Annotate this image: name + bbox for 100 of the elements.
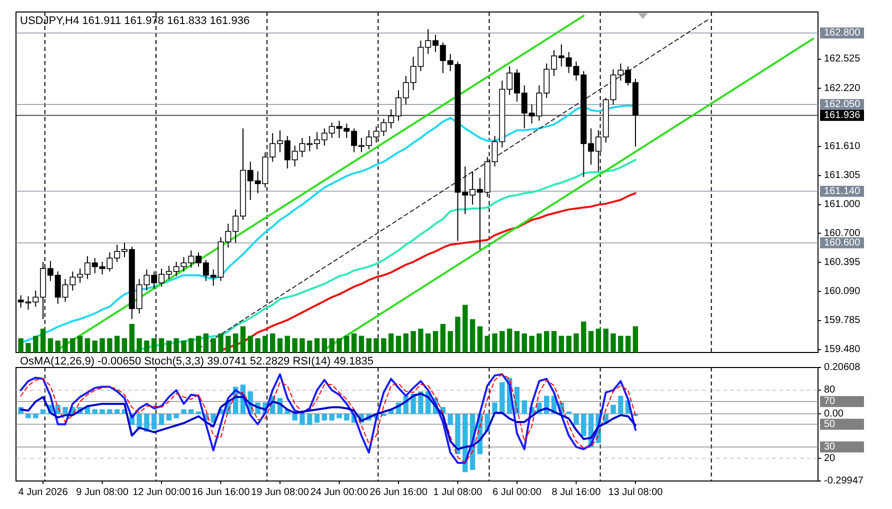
bar <box>336 338 342 352</box>
y-tick-label: 162.220 <box>824 82 861 94</box>
bar <box>77 336 83 352</box>
bar <box>418 391 424 414</box>
x-tick-label: 9 Jun 08:00 <box>76 487 129 498</box>
bar <box>522 400 527 414</box>
bar <box>92 409 98 414</box>
x-tick-label: 8 Jul 16:00 <box>552 487 602 498</box>
bar <box>203 333 209 352</box>
bar <box>581 322 586 352</box>
bar <box>114 409 120 414</box>
bar <box>574 333 579 352</box>
bar <box>174 338 179 352</box>
bar <box>232 333 238 352</box>
bar <box>344 414 350 420</box>
bar <box>196 336 202 352</box>
ref-line-label: 161.936 <box>824 110 861 121</box>
bar <box>388 333 394 352</box>
y-tick-label: 161.305 <box>824 170 861 182</box>
bar <box>484 336 490 352</box>
bar <box>62 338 68 352</box>
bar <box>26 414 31 418</box>
y-tick-label: 80 <box>824 384 836 396</box>
y-tick-label: 160.090 <box>824 286 861 297</box>
bar <box>307 340 312 352</box>
bar <box>514 331 520 352</box>
bar <box>522 333 527 352</box>
bar <box>300 414 305 425</box>
ref-line-label: 162.050 <box>824 99 861 110</box>
bar <box>477 326 483 352</box>
bar <box>114 336 120 352</box>
bar <box>366 338 372 352</box>
bar <box>455 316 460 352</box>
x-tick-label: 6 Jul 00:00 <box>492 487 542 498</box>
bar <box>18 338 24 352</box>
bar <box>174 414 179 418</box>
bar <box>100 409 105 414</box>
y-tick-label: 20 <box>824 452 836 464</box>
y-tick-label: 159.785 <box>824 315 861 326</box>
bar <box>62 407 68 414</box>
bar <box>158 338 164 352</box>
bar <box>336 414 342 418</box>
bar <box>551 331 557 352</box>
bar <box>566 336 572 352</box>
bar <box>418 328 424 352</box>
bar <box>618 396 624 414</box>
bar <box>84 338 90 352</box>
bar <box>218 333 224 352</box>
bar <box>558 336 564 352</box>
bar <box>48 338 54 352</box>
bar <box>322 338 328 352</box>
bar <box>403 333 408 352</box>
bar <box>396 336 402 352</box>
ref-line-label: 50 <box>824 418 836 430</box>
bar <box>448 331 453 352</box>
bar <box>500 331 505 352</box>
bar <box>314 414 320 423</box>
bar <box>144 340 150 352</box>
bar <box>270 333 276 352</box>
bar <box>492 333 498 352</box>
bar <box>40 328 46 352</box>
bar <box>33 414 38 418</box>
bar <box>284 336 290 352</box>
bar <box>107 338 112 352</box>
bar <box>344 336 350 352</box>
bar <box>470 319 476 352</box>
bar <box>603 328 608 352</box>
x-tick-label: 1 Jul 08:00 <box>433 487 483 498</box>
bar <box>255 338 260 352</box>
bar <box>292 338 298 352</box>
ref-line-label: 162.800 <box>824 27 861 38</box>
line-series <box>20 392 636 450</box>
bar <box>33 336 38 352</box>
ref-line-label: 161.140 <box>824 186 861 197</box>
bar <box>448 414 453 425</box>
bar <box>322 414 328 420</box>
x-tick-label: 16 Jun 16:00 <box>192 487 250 498</box>
ref-line-label: 30 <box>824 441 836 452</box>
bar <box>188 338 194 352</box>
x-tick-label: 4 Jun 2026 <box>18 487 68 498</box>
bar <box>129 324 134 352</box>
bar <box>432 331 438 352</box>
bar <box>610 333 616 352</box>
bar <box>358 336 364 352</box>
bar <box>426 333 431 352</box>
bar <box>100 338 105 352</box>
bar <box>262 336 268 352</box>
bar <box>581 414 586 436</box>
bar <box>181 409 186 414</box>
bar <box>277 338 283 352</box>
bar <box>210 338 216 352</box>
x-tick-label: 19 Jun 08:00 <box>251 487 310 498</box>
bar <box>26 342 31 352</box>
bar <box>329 338 334 352</box>
chart-title: USDJPY,H4 161.911 161.978 161.833 161.936 <box>20 15 250 27</box>
bar <box>158 414 164 425</box>
y-tick-label: 161.610 <box>824 140 861 152</box>
y-tick-label: 162.525 <box>824 54 861 65</box>
x-tick-label: 24 Jun 00:00 <box>310 487 369 498</box>
bar <box>240 326 246 352</box>
